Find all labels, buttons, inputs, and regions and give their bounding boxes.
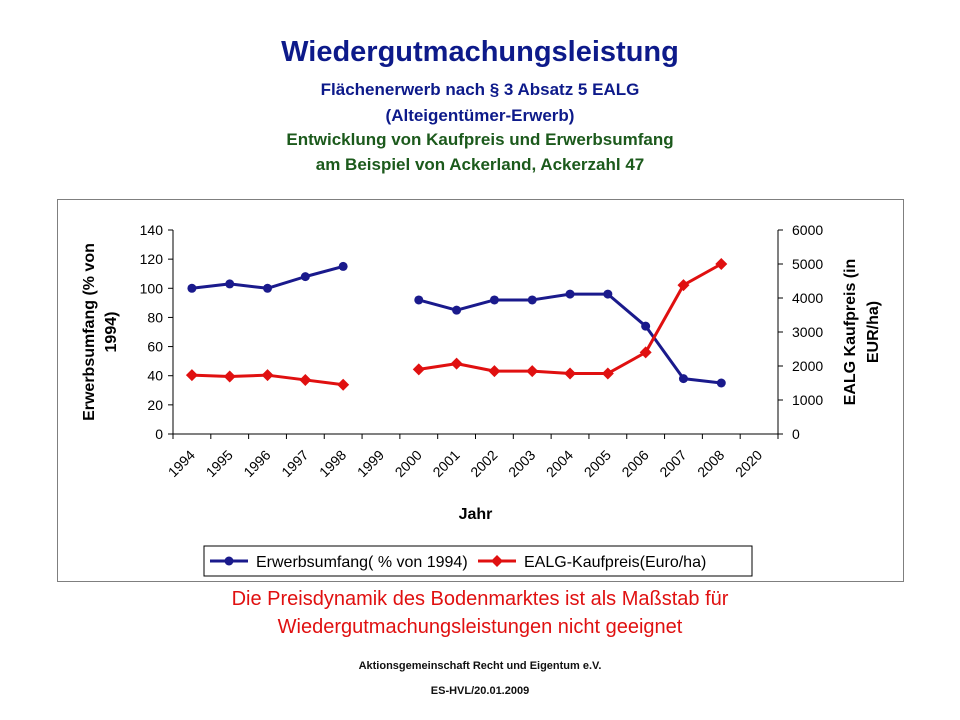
x-tick-label: 1999 [354, 447, 387, 480]
x-tick-label: 1995 [202, 447, 235, 480]
series-erwerbsumfang-segment [681, 377, 723, 385]
series-kaufpreis-segment [455, 362, 496, 373]
legend-swatch-marker [224, 556, 234, 566]
x-tick-label: 2003 [505, 447, 538, 480]
series-kaufpreis-segment [530, 369, 572, 375]
series-kaufpreis-point [526, 365, 539, 378]
x-tick-label: 2007 [656, 447, 689, 480]
series-kaufpreis-segment [266, 373, 307, 382]
series-kaufpreis-point [261, 369, 274, 382]
series-kaufpreis-point [488, 365, 501, 378]
right-y-tick-label: 2000 [792, 358, 823, 374]
series-kaufpreis-segment [228, 373, 270, 379]
left-y-tick-label: 80 [147, 309, 163, 325]
series-kaufpreis-point [639, 346, 652, 359]
left-y-axis-title-line-2: 1994) [103, 312, 120, 353]
series-kaufpreis-point [185, 369, 198, 382]
legend-label: EALG-Kaufpreis(Euro/ha) [524, 554, 706, 571]
footer-organization: Aktionsgemeinschaft Recht und Eigentum e… [358, 660, 602, 672]
series-erwerbsumfang-segment [303, 264, 345, 279]
x-tick-label: 1996 [240, 447, 273, 480]
series-erwerbsumfang-segment [455, 298, 496, 312]
series-erwerbsumfang-point [527, 295, 537, 305]
left-y-tick-label: 0 [155, 426, 163, 442]
series-kaufpreis-segment [303, 378, 345, 387]
series-erwerbsumfang-segment [606, 292, 648, 328]
series-erwerbsumfang-point [489, 295, 499, 305]
dual-axis-line-chart: 0 20 40 60 80 100 120 140 0 1000 2000 3000 4000 5000 6… [81, 222, 882, 577]
x-tick-label: 2006 [618, 447, 651, 480]
note-line-2: Wiedergutmachungsleistungen nicht geeign… [277, 616, 683, 638]
right-y-tick-label: 3000 [792, 324, 823, 340]
right-y-tick-label: 5000 [792, 256, 823, 272]
note-line-1: Die Preisdynamik des Bodenmarktes ist al… [231, 588, 729, 610]
footer-reference: ES-HVL/20.01.2009 [430, 685, 530, 697]
series-erwerbsumfang-point [263, 283, 273, 293]
series-kaufpreis-segment [681, 262, 723, 287]
right-y-tick-label: 6000 [792, 222, 823, 238]
right-y-axis-title-line-1: EALG Kaufpreis (in [842, 259, 859, 406]
series-kaufpreis-point [564, 367, 577, 380]
series-erwerbsumfang-point [225, 279, 235, 289]
x-tick-label: 2008 [694, 447, 727, 480]
x-tick-label: 1998 [316, 447, 349, 480]
series-erwerbsumfang-point [414, 295, 424, 305]
x-tick-label: 2000 [392, 447, 425, 480]
left-y-tick-label: 140 [140, 222, 164, 238]
series-erwerbsumfang-point [678, 374, 688, 384]
x-tick-label: 2002 [467, 447, 500, 480]
series-erwerbsumfang-point [187, 283, 197, 293]
left-y-axis-title-line-1: Erwerbsumfang (% von [81, 243, 98, 421]
x-tick-label: 2005 [581, 447, 614, 480]
page-title: Wiedergutmachungsleistung [281, 36, 679, 68]
left-y-tick-label: 20 [147, 397, 163, 413]
series-kaufpreis-segment [606, 350, 648, 375]
series-kaufpreis-point [337, 378, 350, 391]
series-kaufpreis-point [412, 363, 425, 376]
series-kaufpreis-point [450, 357, 463, 370]
series-erwerbsumfang-segment [190, 282, 232, 290]
subtitle-line-4: am Beispiel von Ackerland, Ackerzahl 47 [315, 155, 645, 174]
series-kaufpreis-point [601, 367, 614, 380]
series-erwerbsumfang-point [565, 289, 575, 299]
series-erwerbsumfang-point [716, 378, 726, 388]
subtitle-line-1: Flächenerwerb nach § 3 Absatz 5 EALG [320, 80, 640, 99]
series-erwerbsumfang-segment [417, 298, 459, 312]
legend-swatch-marker [491, 555, 503, 567]
series-kaufpreis-point [677, 279, 690, 292]
left-y-tick-label: 60 [147, 339, 163, 355]
series-kaufpreis-point [715, 258, 728, 270]
series-erwerbsumfang-segment [228, 282, 270, 290]
x-tick-label: 1997 [278, 447, 311, 480]
x-tick-label: 2020 [732, 447, 765, 480]
series-erwerbsumfang-segment [530, 292, 572, 302]
series-erwerbsumfang-point [641, 321, 651, 331]
series-erwerbsumfang-segment [266, 275, 307, 290]
series-kaufpreis-point [223, 370, 236, 383]
subtitle-line-2: (Alteigentümer-Erwerb) [385, 106, 575, 125]
series-kaufpreis-segment [417, 362, 459, 371]
series-erwerbsumfang-point [452, 305, 462, 315]
right-y-tick-label: 1000 [792, 392, 823, 408]
x-axis-title: Jahr [459, 506, 493, 523]
series-erwerbsumfang-point [338, 261, 348, 271]
left-y-tick-label: 40 [147, 368, 163, 384]
series-kaufpreis-point [299, 373, 312, 386]
subtitle-line-3: Entwicklung von Kaufpreis und Erwerbsumf… [286, 130, 674, 149]
chart-frame: 0 20 40 60 80 100 120 140 0 1000 2000 3000 4000 5000 6… [57, 199, 904, 582]
series-kaufpreis-segment [644, 283, 685, 354]
x-tick-label: 1994 [165, 447, 198, 480]
series-erwerbsumfang-point [300, 272, 310, 282]
left-y-tick-label: 120 [140, 251, 164, 267]
x-tick-label: 2001 [429, 447, 462, 480]
left-y-tick-label: 100 [140, 280, 164, 296]
right-y-tick-label: 4000 [792, 290, 823, 306]
series-kaufpreis-segment [190, 373, 232, 379]
right-y-axis-title-line-2: EUR/ha) [865, 301, 882, 363]
x-tick-label: 2004 [543, 447, 576, 480]
series-erwerbsumfang-point [603, 289, 613, 299]
legend-label: Erwerbsumfang( % von 1994) [256, 554, 468, 571]
series-erwerbsumfang-segment [644, 324, 685, 381]
right-y-tick-label: 0 [792, 426, 800, 442]
